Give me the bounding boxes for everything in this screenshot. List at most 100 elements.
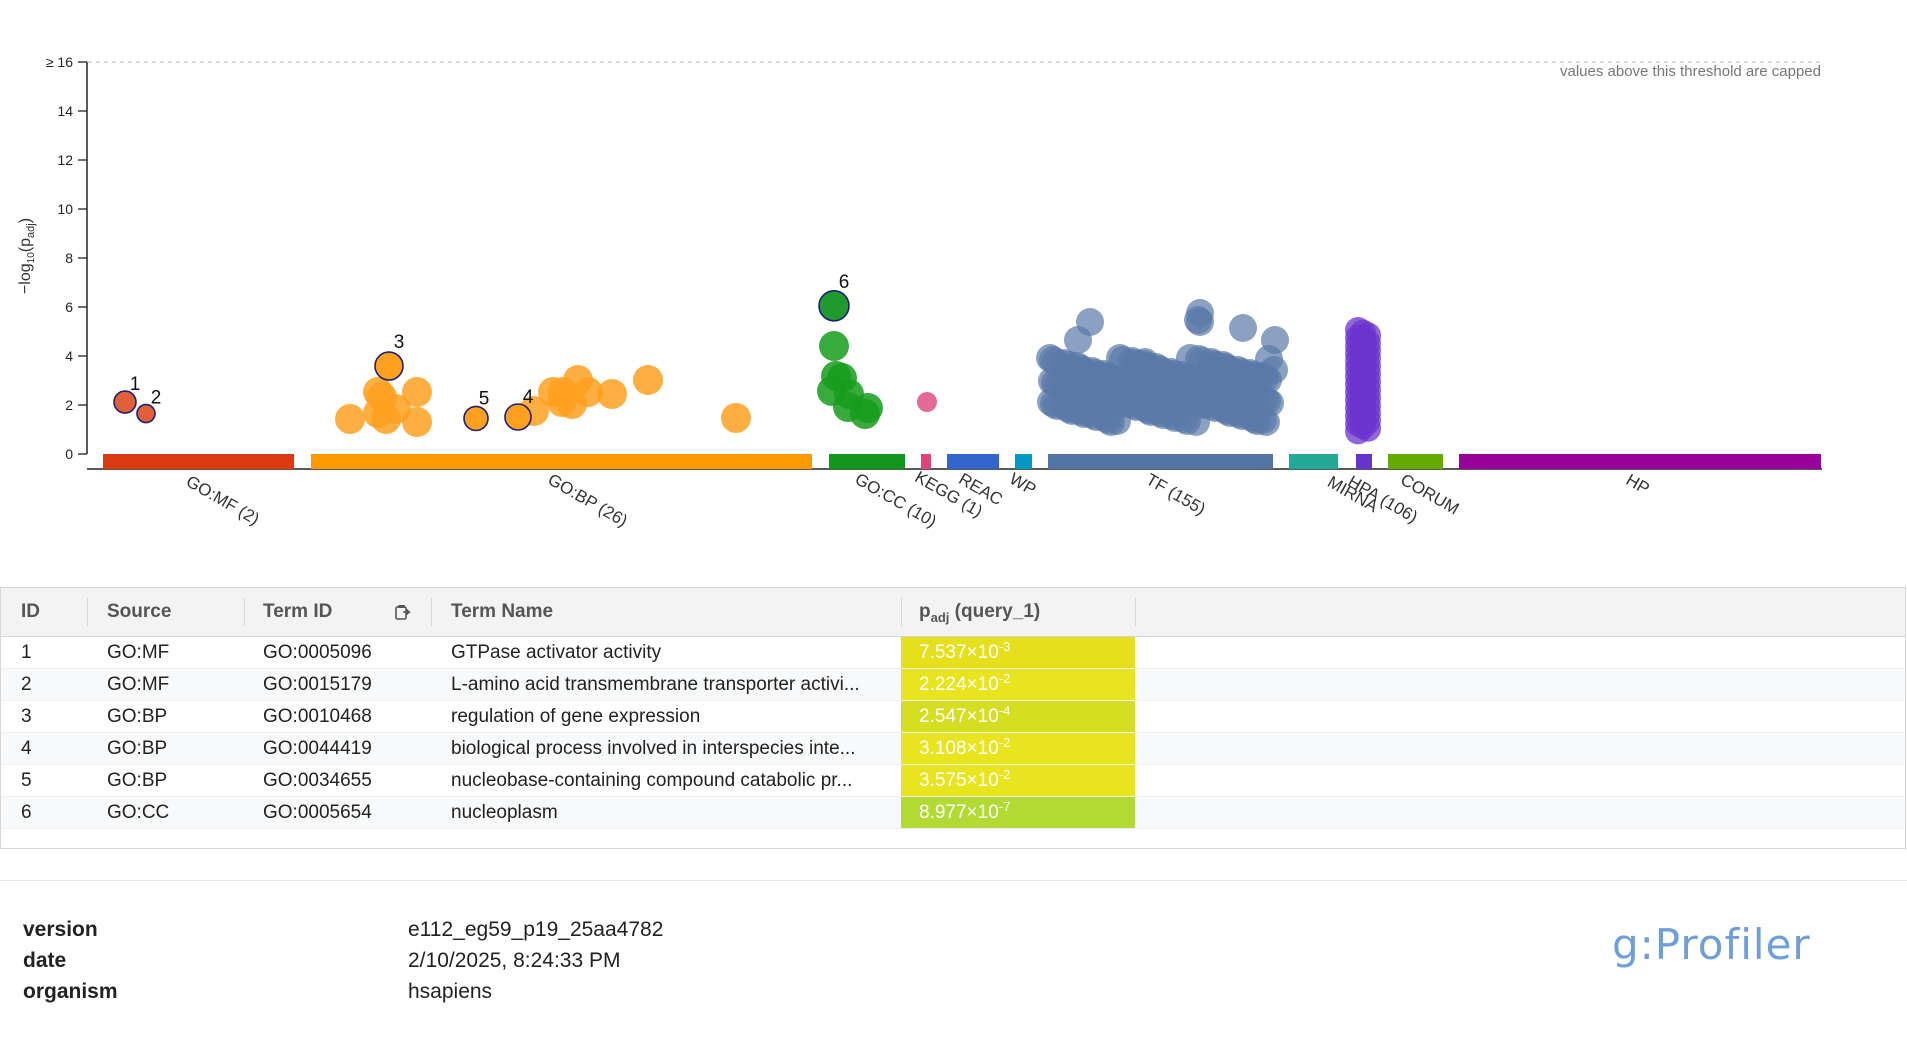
source-bar[interactable]: [1356, 454, 1372, 469]
data-point[interactable]: [1260, 356, 1288, 384]
row-term-id[interactable]: GO:0005654: [263, 802, 372, 823]
row-term-id[interactable]: GO:0005096: [263, 642, 372, 663]
header-term-name[interactable]: Term Name: [451, 601, 554, 622]
table-row[interactable]: 1 GO:MF GO:0005096 GTPase activator activit…: [1, 637, 1905, 669]
row-term-name[interactable]: regulation of gene expression: [451, 706, 701, 727]
y-tick-label: 8: [65, 250, 73, 266]
source-bar[interactable]: [829, 454, 905, 469]
row-id: 3: [21, 706, 32, 727]
header-separator: [87, 598, 88, 626]
copy-icon[interactable]: [393, 603, 411, 621]
gprofiler-logo[interactable]: g:Profiler: [1612, 920, 1811, 969]
source-label: HP: [1623, 470, 1653, 498]
row-term-name[interactable]: nucleoplasm: [451, 802, 558, 823]
data-point[interactable]: [1064, 326, 1092, 354]
row-term-name[interactable]: GTPase activator activity: [451, 642, 662, 663]
row-term-id[interactable]: GO:0015179: [263, 674, 372, 695]
padj-exponent: -4: [998, 703, 1011, 718]
data-point[interactable]: [1137, 398, 1165, 426]
row-id: 4: [21, 738, 32, 759]
data-point[interactable]: [1243, 407, 1271, 435]
point-id-label: 6: [839, 272, 850, 293]
highlighted-point[interactable]: [818, 289, 850, 322]
header-padj[interactable]: padj (query_1): [919, 601, 1041, 625]
data-point[interactable]: [1229, 314, 1257, 342]
padj-exponent: -2: [998, 767, 1011, 782]
data-point[interactable]: [1151, 366, 1179, 394]
data-point[interactable]: [1177, 388, 1205, 416]
source-bar[interactable]: [921, 454, 931, 469]
data-point[interactable]: [402, 377, 432, 407]
highlighted-point[interactable]: [136, 403, 156, 424]
source-bar[interactable]: [1048, 454, 1273, 469]
row-term-name[interactable]: biological process involved in interspec…: [451, 738, 856, 759]
padj-mantissa: 3.575×10: [919, 770, 999, 791]
point-id-label: 2: [151, 388, 162, 409]
table-row[interactable]: 2 GO:MF GO:0015179 L-amino acid transmembra…: [1, 669, 1905, 701]
table-body: 1 GO:MF GO:0005096 GTPase activator activit…: [1, 637, 1905, 829]
header-term-id[interactable]: Term ID: [263, 601, 333, 622]
row-source: GO:MF: [107, 642, 170, 663]
highlighted-point[interactable]: [463, 405, 489, 432]
row-padj-value: 8.977×10-7: [901, 797, 1135, 828]
data-point[interactable]: [1345, 418, 1371, 445]
table-row[interactable]: 6 GO:CC GO:0005654 nucleoplasm 8.977×10-7: [1, 797, 1905, 829]
row-term-id[interactable]: GO:0010468: [263, 706, 372, 727]
data-point[interactable]: [1186, 308, 1214, 336]
table-row[interactable]: 5 GO:BP GO:0034655 nucleobase-containing co…: [1, 765, 1905, 797]
row-source: GO:CC: [107, 802, 170, 823]
data-point[interactable]: [335, 404, 365, 434]
data-point[interactable]: [1131, 348, 1159, 376]
data-point[interactable]: [917, 392, 937, 412]
table-header: ID Source Term ID Term Name padj (query_…: [1, 588, 1905, 637]
organism-value: hsapiens: [408, 980, 493, 1003]
source-label: TF (155): [1143, 470, 1209, 519]
header-id[interactable]: ID: [21, 601, 40, 622]
highlighted-point[interactable]: [374, 351, 404, 381]
source-bar[interactable]: [1459, 454, 1821, 469]
row-term-name[interactable]: L-amino acid transmembrane transporter a…: [451, 674, 860, 695]
row-term-id[interactable]: GO:0034655: [263, 770, 372, 791]
padj-mantissa: 3.108×10: [919, 738, 999, 759]
row-source: GO:MF: [107, 674, 170, 695]
results-table: ID Source Term ID Term Name padj (query_…: [0, 587, 1906, 849]
row-id: 6: [21, 802, 32, 823]
data-point[interactable]: [721, 403, 751, 433]
date-value: 2/10/2025, 8:24:33 PM: [408, 949, 621, 972]
data-point[interactable]: [547, 387, 577, 417]
row-term-id[interactable]: GO:0044419: [263, 738, 372, 759]
y-tick-label: 12: [57, 152, 73, 168]
source-bar[interactable]: [311, 454, 812, 469]
highlighted-point[interactable]: [113, 390, 137, 414]
row-term-name[interactable]: nucleobase-containing compound catabolic…: [451, 770, 853, 791]
table-row[interactable]: 3 GO:BP GO:0010468 regulation of gene expre…: [1, 701, 1905, 733]
data-point[interactable]: [597, 379, 627, 409]
data-point[interactable]: [1216, 399, 1244, 427]
data-point[interactable]: [1097, 408, 1125, 436]
y-tick-label: ≥ 16: [46, 54, 73, 70]
data-point[interactable]: [573, 377, 603, 407]
source-labels: GO:MF (2) GO:BP (26) GO:CC (10)KEGG (1)REA…: [183, 467, 1653, 531]
data-point[interactable]: [1230, 360, 1258, 388]
table-row[interactable]: 4 GO:BP GO:0044419 biological process invol…: [1, 733, 1905, 765]
row-padj-value: 2.547×10-4: [901, 701, 1135, 732]
date-label: date: [23, 949, 67, 972]
source-bar[interactable]: [103, 454, 294, 469]
data-point[interactable]: [1044, 371, 1072, 399]
source-bar[interactable]: [1289, 454, 1338, 469]
data-point[interactable]: [402, 407, 432, 437]
y-tick-label: 0: [65, 446, 73, 462]
data-point[interactable]: [850, 399, 880, 429]
footer-divider: [0, 880, 1907, 881]
data-point[interactable]: [1261, 326, 1289, 354]
y-tick-label: 4: [65, 348, 73, 364]
header-source[interactable]: Source: [107, 601, 172, 622]
data-point[interactable]: [819, 331, 849, 361]
source-bar[interactable]: [947, 454, 999, 469]
data-point[interactable]: [1058, 397, 1086, 425]
source-bar[interactable]: [1015, 454, 1032, 469]
source-bar[interactable]: [1388, 454, 1443, 469]
highlighted-point[interactable]: [504, 403, 532, 431]
data-point[interactable]: [633, 365, 663, 395]
